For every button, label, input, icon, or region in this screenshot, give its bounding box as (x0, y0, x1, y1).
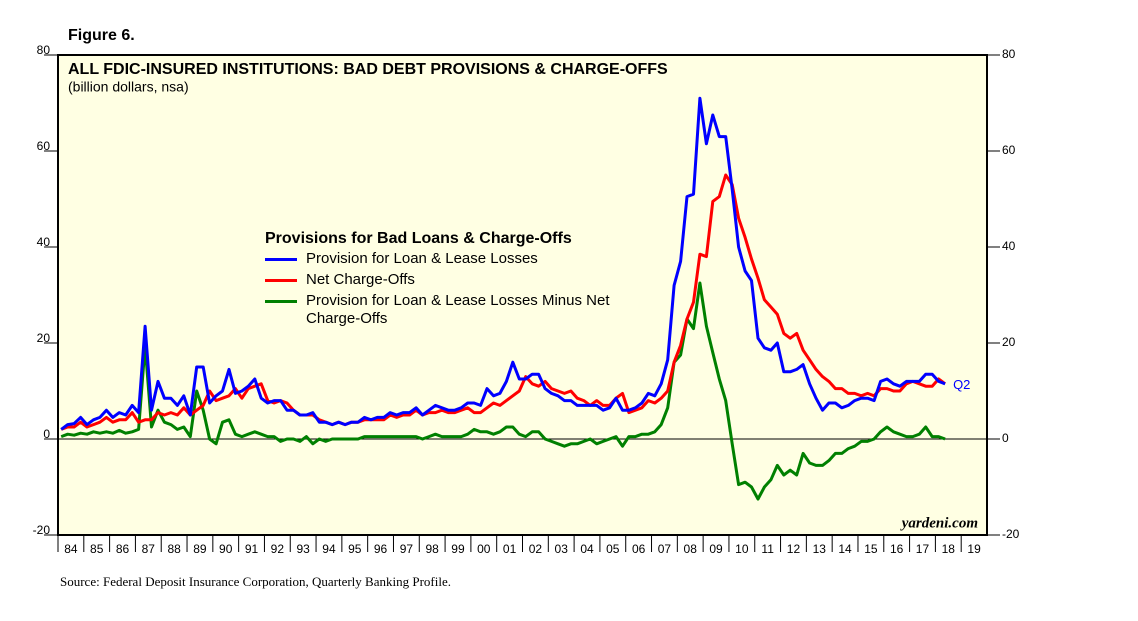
figure-label: Figure 6. (68, 27, 135, 44)
x-tick-label: 13 (813, 542, 827, 556)
y2-tick-label: 60 (1002, 143, 1016, 157)
x-tick-label: 84 (64, 542, 78, 556)
x-tick-label: 05 (606, 542, 620, 556)
x-tick-label: 03 (555, 542, 569, 556)
y-tick-label: 80 (37, 43, 51, 57)
legend-label: Provision for Loan & Lease Losses (306, 250, 538, 267)
x-tick-label: 92 (271, 542, 285, 556)
x-tick-label: 18 (942, 542, 956, 556)
legend: Provisions for Bad Loans & Charge-Offs P… (265, 230, 665, 331)
legend-swatch (265, 300, 297, 303)
legend-item: Provision for Loan & Lease Losses (265, 250, 636, 268)
x-tick-label: 17 (916, 542, 930, 556)
chart-subtitle: (billion dollars, nsa) (68, 79, 189, 95)
source: Source: Federal Deposit Insurance Corpor… (60, 574, 451, 589)
series-line (60, 281, 946, 501)
x-tick-label: 96 (374, 542, 388, 556)
x-tick-label: 08 (684, 542, 698, 556)
legend-label: Provision for Loan & Lease Losses Minus … (306, 292, 610, 327)
x-tick-label: 91 (245, 542, 259, 556)
x-tick-label: 12 (787, 542, 801, 556)
x-tick-label: 98 (426, 542, 440, 556)
x-tick-label: 85 (90, 542, 104, 556)
y2-tick-label: 0 (1002, 431, 1009, 445)
x-tick-label: 04 (580, 542, 594, 556)
legend-label: Net Charge-Offs (306, 271, 415, 288)
x-tick-label: 09 (709, 542, 723, 556)
series-line (60, 96, 946, 431)
x-tick-label: 94 (322, 542, 336, 556)
y-tick-label: 0 (43, 427, 50, 441)
x-tick-label: 00 (477, 542, 491, 556)
legend-item: Provision for Loan & Lease Losses Minus … (265, 292, 636, 328)
legend-item: Net Charge-Offs (265, 271, 636, 289)
legend-swatch (265, 279, 297, 282)
x-tick-label: 02 (529, 542, 543, 556)
x-tick-label: 01 (503, 542, 517, 556)
x-tick-label: 87 (142, 542, 156, 556)
y-tick-label: 20 (37, 331, 51, 345)
x-tick-label: 06 (632, 542, 646, 556)
x-tick-label: 90 (219, 542, 233, 556)
x-tick-label: 89 (193, 542, 207, 556)
y-tick-label: 40 (37, 235, 51, 249)
x-tick-label: 14 (838, 542, 852, 556)
y2-tick-label: -20 (1002, 527, 1020, 541)
x-tick-label: 10 (735, 542, 749, 556)
y2-tick-label: 40 (1002, 239, 1016, 253)
chart-title: ALL FDIC-INSURED INSTITUTIONS: BAD DEBT … (68, 61, 668, 78)
x-tick-label: 15 (864, 542, 878, 556)
legend-swatch (265, 258, 297, 261)
legend-title: Provisions for Bad Loans & Charge-Offs (265, 230, 572, 247)
y2-tick-label: 20 (1002, 335, 1016, 349)
x-tick-label: 11 (761, 542, 774, 556)
y-tick-label: -20 (33, 523, 51, 537)
x-tick-label: 86 (116, 542, 130, 556)
x-tick-label: 95 (348, 542, 362, 556)
x-tick-label: 99 (451, 542, 465, 556)
x-tick-label: 97 (400, 542, 414, 556)
annotation: Q2 (953, 377, 970, 392)
y2-tick-label: 80 (1002, 47, 1016, 61)
x-tick-label: 19 (967, 542, 981, 556)
x-tick-label: 93 (296, 542, 310, 556)
watermark: yardeni.com (900, 515, 978, 531)
x-tick-label: 88 (167, 542, 181, 556)
y-tick-label: 60 (37, 139, 51, 153)
x-tick-label: 07 (658, 542, 672, 556)
x-tick-label: 16 (890, 542, 904, 556)
